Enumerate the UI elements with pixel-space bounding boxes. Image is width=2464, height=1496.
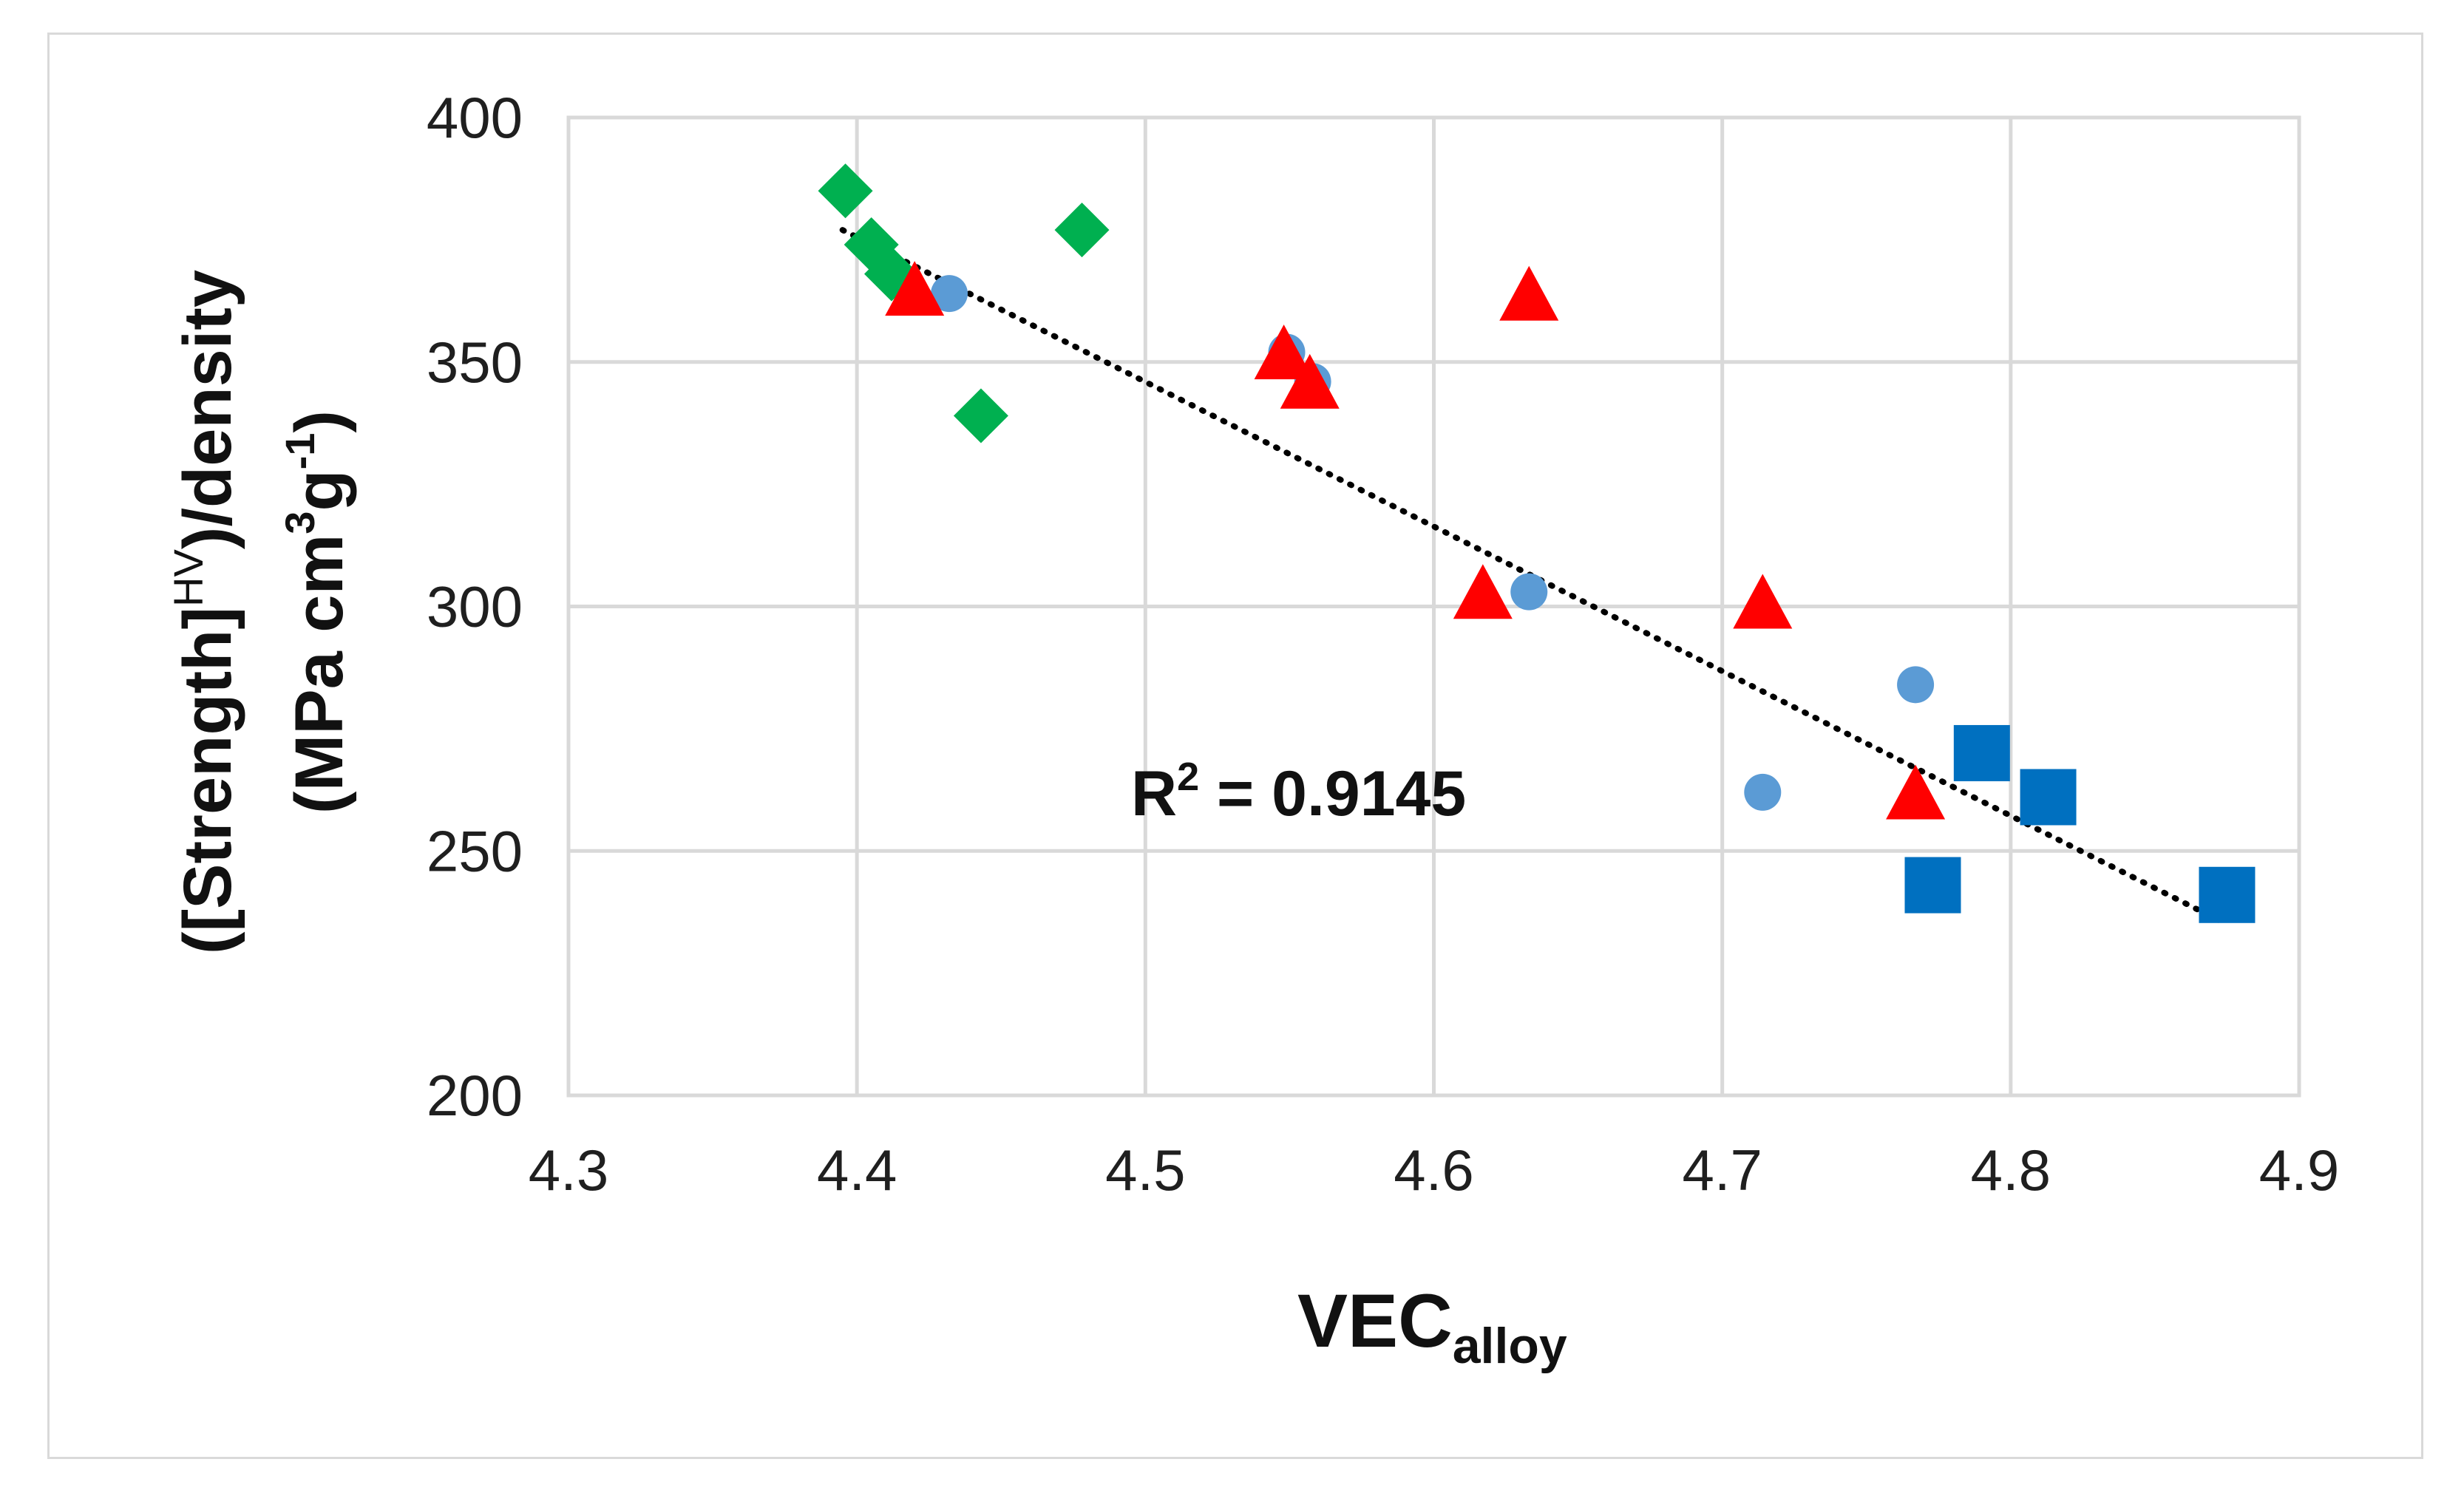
x-axis-title-main: VEC: [1297, 1279, 1453, 1363]
square-point: [1904, 857, 1961, 914]
x-axis-title: VECalloy: [1297, 1279, 1567, 1374]
triangle-point: [1733, 574, 1793, 629]
y-tick-label: 200: [427, 1063, 523, 1128]
diamond-point: [818, 163, 873, 219]
x-tick-label: 4.9: [2259, 1138, 2339, 1203]
square-point: [2199, 866, 2256, 923]
y-axis-title-line1-b: )/density: [170, 270, 245, 549]
y-tick-label: 300: [427, 574, 523, 639]
circle-point: [931, 275, 968, 313]
x-tick-label: 4.8: [1971, 1138, 2051, 1203]
y-axis-title-line1-a: ([Strength]: [170, 607, 245, 954]
plot-area-border: [566, 115, 2301, 1098]
triangle-point: [1254, 324, 1314, 380]
r-squared-letter: R: [1131, 758, 1177, 829]
diamond-point: [1054, 203, 1110, 258]
y-axis-title-line2-sup2: -1: [276, 433, 323, 470]
y-axis-title-line2: (MPa cm3g-1): [276, 410, 357, 814]
y-tick-label: 350: [427, 330, 523, 395]
y-axis-title-line2-c: ): [282, 410, 357, 433]
x-tick-label: 4.3: [529, 1138, 608, 1203]
x-tick-label: 4.6: [1394, 1138, 1473, 1203]
x-tick-labels: 4.3 4.4 4.5 4.6 4.7 4.8 4.9: [529, 1138, 2339, 1203]
chart-frame: [47, 33, 2423, 1459]
y-axis-title-line2-b: g: [282, 469, 357, 511]
x-tick-label: 4.4: [817, 1138, 897, 1203]
diamond-point: [953, 388, 1008, 443]
triangle-point: [1280, 353, 1340, 409]
y-axis-title-line1-sup: HV: [165, 549, 211, 607]
square-point: [2020, 769, 2077, 826]
circle-point: [1897, 666, 1935, 704]
y-axis-title-line2-a: (MPa cm: [282, 534, 357, 814]
y-tick-label: 400: [427, 85, 523, 150]
x-tick-label: 4.7: [1682, 1138, 1762, 1203]
triangle-point: [1886, 764, 1946, 820]
triangle-point: [1499, 265, 1559, 321]
x-tick-label: 4.5: [1105, 1138, 1185, 1203]
r-squared-value: = 0.9145: [1199, 758, 1466, 829]
y-axis-title-line2-sup1: 3: [276, 511, 323, 534]
circle-point: [1510, 573, 1548, 611]
y-tick-label: 250: [427, 818, 523, 883]
y-tick-labels: 200 250 300 350 400: [427, 85, 523, 1128]
x-axis-title-subscript: alloy: [1453, 1318, 1567, 1374]
triangle-point: [1453, 564, 1513, 619]
y-axis-title-line1: ([Strength]HV)/density: [165, 270, 245, 954]
circle-point: [1744, 773, 1782, 811]
grid-lines: [566, 115, 2301, 1098]
trendline: [839, 227, 2230, 928]
r-squared-superscript: 2: [1177, 755, 1199, 799]
triangle-point: [885, 261, 945, 316]
r-squared-annotation: R2 = 0.9145: [1131, 755, 1466, 829]
data-points: [818, 163, 2256, 923]
square-point: [1953, 724, 2010, 781]
